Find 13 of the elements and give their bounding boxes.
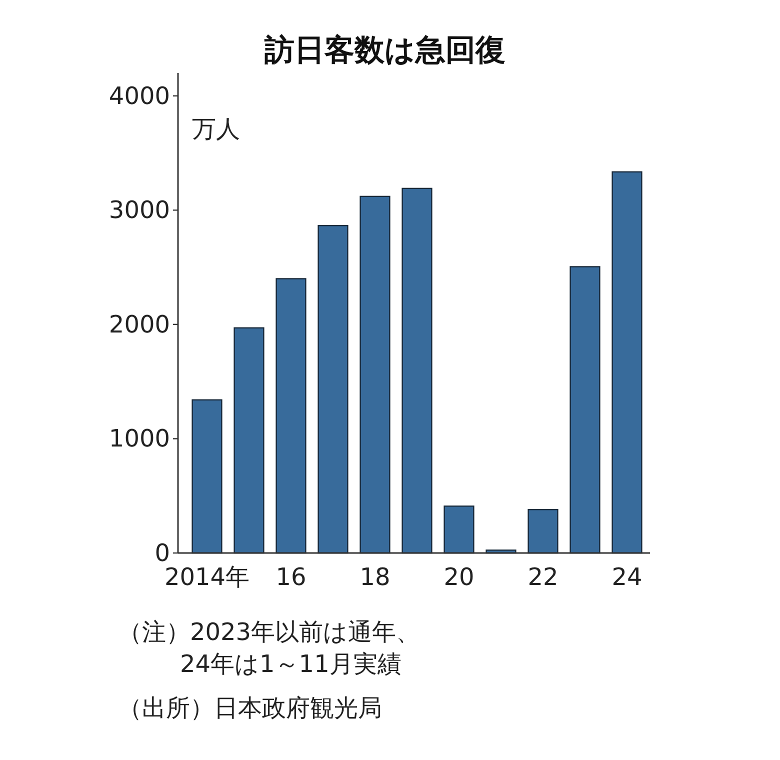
y-tick-label: 2000: [108, 310, 170, 338]
chart-title: 訪日客数は急回復: [264, 33, 506, 68]
y-tick-label: 3000: [108, 196, 170, 224]
text: （注）2023年以前は通年、 24年は1～11月実績: [118, 618, 420, 678]
y-axis-title: 万人: [192, 115, 240, 143]
y-tick-label: 1000: [108, 424, 170, 453]
x-tick-label: 18: [360, 563, 390, 591]
y-tick-label: 4000: [108, 82, 170, 110]
x-tick-label: 22: [528, 563, 558, 591]
x-tick-label: 24: [612, 563, 642, 591]
text: （出所）日本政府観光局: [118, 694, 382, 722]
x-tick-label: 20: [444, 563, 474, 591]
x-tick-label: 16: [276, 563, 306, 591]
